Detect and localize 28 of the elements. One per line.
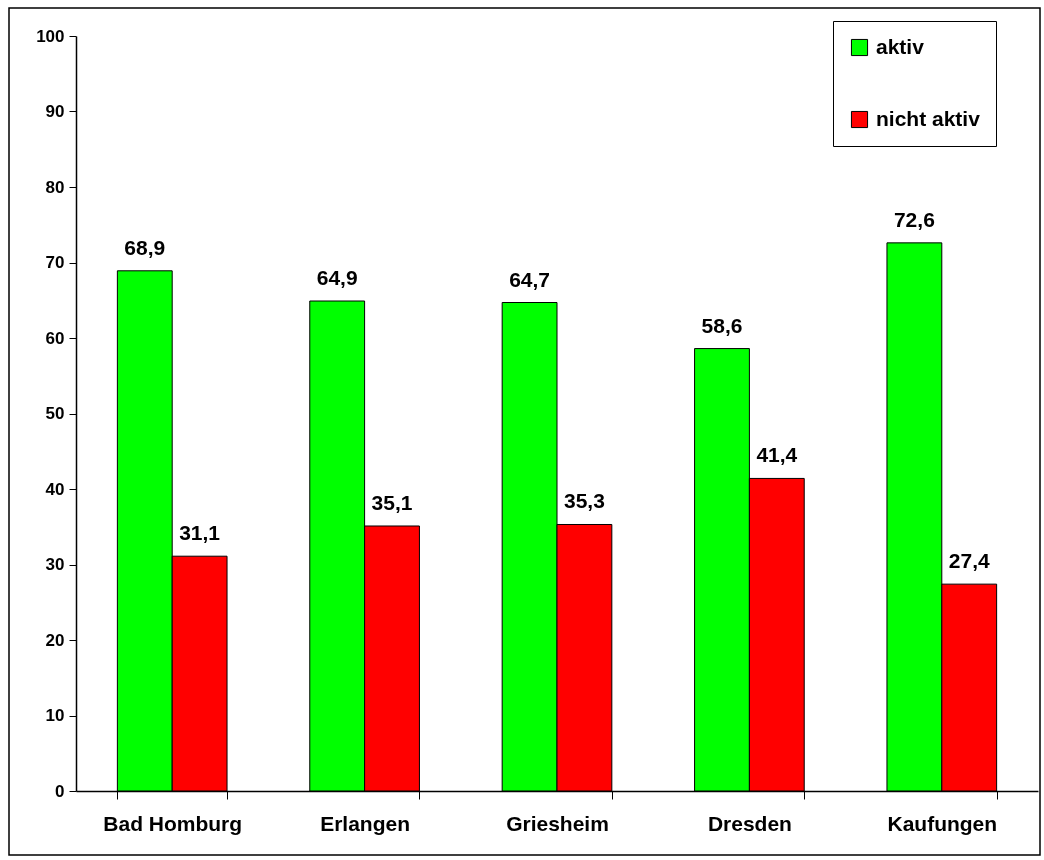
- data-label: 35,3: [563, 489, 605, 513]
- data-label: 31,1: [179, 521, 221, 545]
- data-label: 58,6: [701, 313, 743, 337]
- x-tick-label: Griesheim: [506, 811, 609, 835]
- data-label: 72,6: [893, 207, 935, 231]
- y-tick-label: 50: [45, 404, 65, 423]
- data-label: 35,1: [371, 490, 413, 514]
- data-label: 64,9: [316, 266, 358, 290]
- x-tick-label: Kaufungen: [887, 811, 998, 835]
- legend-label: aktiv: [876, 34, 925, 58]
- y-tick-label: 40: [45, 479, 65, 499]
- data-label: 68,9: [124, 235, 166, 259]
- x-tick-label: Bad Homburg: [103, 811, 243, 835]
- data-label: 41,4: [756, 443, 798, 467]
- y-tick-label: 90: [45, 102, 65, 121]
- x-tick-label: Dresden: [707, 811, 792, 835]
- y-tick-label: 80: [45, 177, 65, 197]
- data-label: 64,7: [509, 267, 551, 291]
- y-tick-label: 30: [45, 555, 65, 574]
- y-tick-label: 10: [45, 706, 65, 725]
- legend-label: nicht aktiv: [876, 106, 981, 130]
- y-tick-label: 70: [45, 253, 65, 272]
- y-tick-label: 0: [55, 781, 65, 801]
- data-label: 27,4: [948, 549, 990, 573]
- y-tick-label: 100: [36, 26, 65, 46]
- x-tick-label: Erlangen: [320, 811, 411, 835]
- y-tick-label: 20: [45, 630, 65, 650]
- y-tick-label: 60: [45, 328, 65, 348]
